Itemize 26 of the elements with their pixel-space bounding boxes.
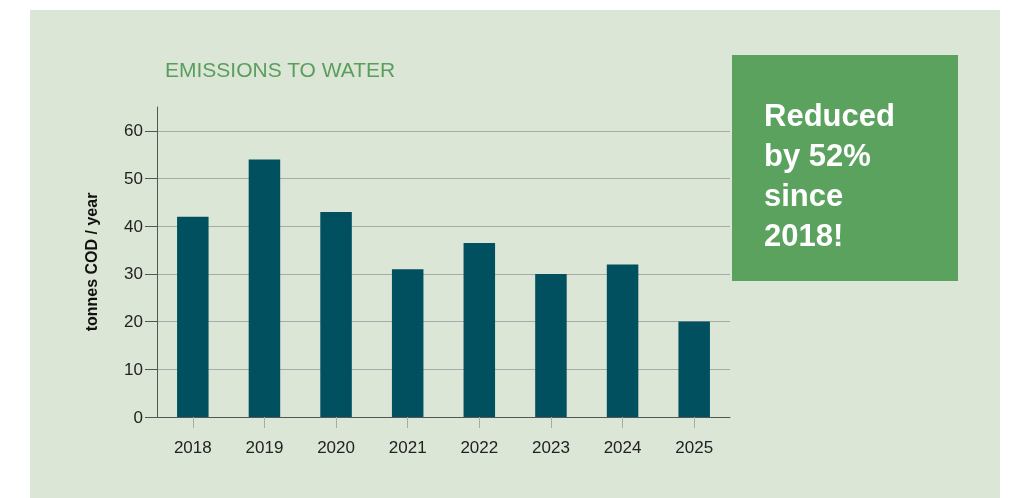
y-tick-label: 60 (124, 121, 143, 141)
chart-title: EMISSIONS TO WATER (165, 58, 396, 81)
x-tick-label: 2024 (603, 438, 642, 457)
bar (606, 264, 639, 417)
x-tick-label: 2018 (173, 438, 212, 457)
y-tick-label: 40 (124, 216, 143, 236)
bar (463, 242, 496, 417)
x-tick-label: 2022 (460, 438, 499, 457)
x-tick-label: 2020 (317, 438, 355, 457)
bar (678, 321, 710, 417)
text: Reduced by 52% since 2018! (764, 97, 904, 253)
x-tick-label: 2023 (532, 438, 570, 457)
bar (535, 273, 567, 417)
y-tick-label: 10 (124, 359, 143, 379)
bar (248, 159, 281, 417)
bar (320, 211, 352, 417)
x-tick-label: 2025 (675, 438, 714, 457)
x-tick-label: 2021 (388, 438, 427, 457)
x-tick-label: 2019 (245, 438, 284, 457)
y-tick-label: 20 (124, 312, 143, 332)
y-axis-title: tonnes COD / year (82, 192, 100, 332)
bar (177, 216, 209, 417)
bar (391, 269, 424, 417)
y-tick-label: 30 (124, 264, 143, 284)
y-tick-label: 50 (124, 169, 143, 189)
y-tick-label: 0 (133, 407, 143, 427)
